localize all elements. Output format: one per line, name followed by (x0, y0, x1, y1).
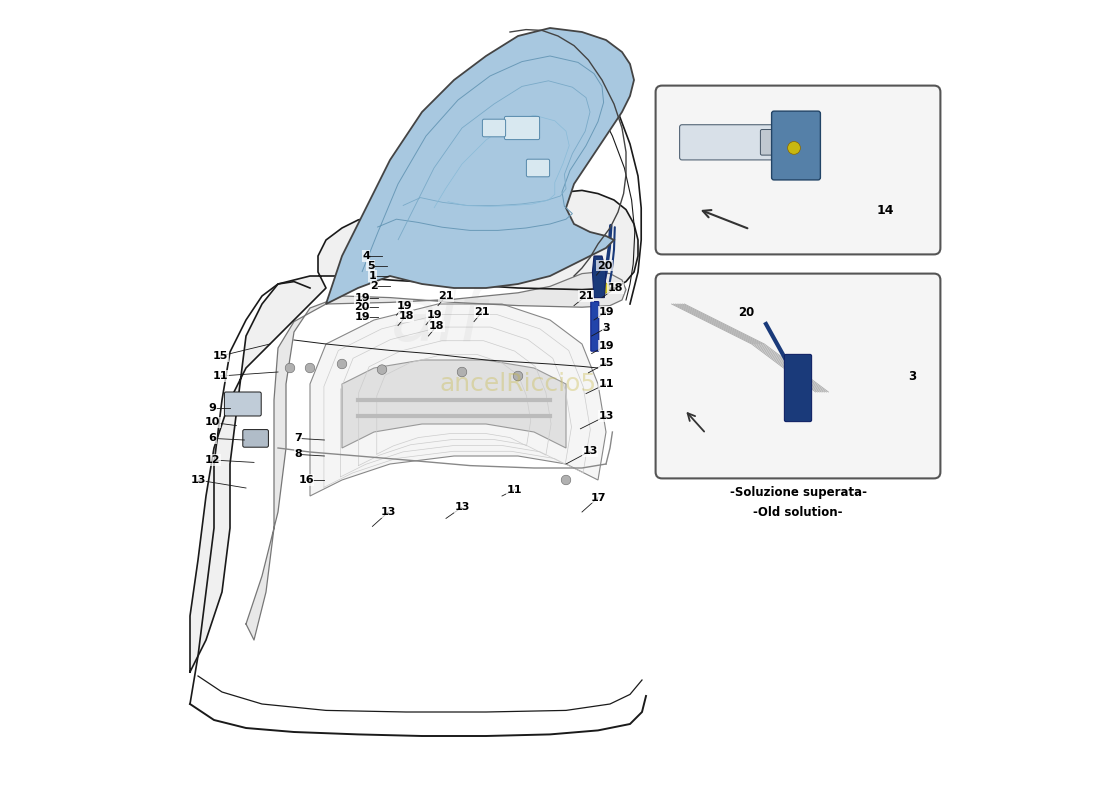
Text: 19: 19 (397, 301, 412, 310)
Text: 18: 18 (608, 283, 624, 293)
Text: 10: 10 (205, 418, 220, 427)
FancyBboxPatch shape (760, 130, 780, 155)
Text: -Old solution-: -Old solution- (754, 506, 843, 518)
Text: 5: 5 (367, 261, 375, 270)
Text: 4: 4 (362, 251, 370, 261)
Text: 19: 19 (354, 293, 370, 302)
Text: 13: 13 (381, 507, 396, 517)
Text: 3: 3 (909, 370, 916, 383)
Text: ancelRiccio5: ancelRiccio5 (439, 372, 596, 396)
Circle shape (514, 371, 522, 381)
Text: 19: 19 (598, 307, 614, 317)
Polygon shape (326, 28, 634, 304)
Text: 8: 8 (294, 450, 301, 459)
Circle shape (338, 359, 346, 369)
Text: 1: 1 (368, 271, 376, 281)
FancyBboxPatch shape (680, 125, 796, 160)
FancyBboxPatch shape (483, 119, 506, 137)
Text: 21: 21 (438, 291, 453, 301)
Text: 18: 18 (429, 322, 444, 331)
Text: 13: 13 (190, 475, 206, 485)
Text: 15: 15 (212, 351, 228, 361)
Circle shape (598, 282, 609, 294)
Text: 11: 11 (212, 371, 228, 381)
Circle shape (352, 268, 364, 279)
Polygon shape (246, 272, 626, 640)
Text: alf: alf (390, 283, 485, 357)
Circle shape (561, 475, 571, 485)
FancyBboxPatch shape (784, 354, 812, 422)
Text: 13: 13 (454, 502, 470, 512)
Text: 19: 19 (354, 312, 370, 322)
FancyBboxPatch shape (243, 430, 268, 447)
Text: 14: 14 (877, 204, 894, 217)
FancyBboxPatch shape (224, 392, 261, 416)
Circle shape (458, 367, 466, 377)
Text: 19: 19 (598, 341, 614, 350)
Circle shape (788, 142, 801, 154)
Polygon shape (593, 256, 606, 298)
Text: 15: 15 (598, 358, 614, 368)
Text: 12: 12 (205, 455, 220, 465)
Polygon shape (190, 190, 638, 672)
Text: 3: 3 (602, 323, 609, 333)
Text: 20: 20 (354, 302, 370, 312)
Text: 20: 20 (596, 261, 612, 270)
FancyBboxPatch shape (527, 159, 550, 177)
FancyBboxPatch shape (771, 111, 821, 180)
Text: 17: 17 (591, 493, 606, 502)
FancyBboxPatch shape (656, 86, 940, 254)
Polygon shape (345, 248, 360, 288)
Text: 13: 13 (598, 411, 614, 421)
Text: 18: 18 (398, 311, 414, 321)
Text: 7: 7 (294, 434, 301, 443)
Text: 2: 2 (370, 282, 378, 291)
Polygon shape (342, 360, 566, 448)
FancyBboxPatch shape (656, 274, 940, 478)
Circle shape (285, 363, 295, 373)
Text: 21: 21 (474, 307, 490, 317)
Text: 16: 16 (298, 475, 314, 485)
FancyBboxPatch shape (591, 302, 598, 351)
Text: -Soluzione superata-: -Soluzione superata- (729, 486, 867, 499)
Text: 19: 19 (426, 310, 442, 320)
Text: 11: 11 (507, 485, 522, 494)
Text: 13: 13 (582, 446, 597, 456)
Circle shape (377, 365, 387, 374)
Text: 9: 9 (209, 403, 217, 413)
Text: 11: 11 (598, 379, 614, 389)
FancyBboxPatch shape (505, 116, 540, 139)
Polygon shape (310, 304, 606, 496)
Text: 20: 20 (738, 306, 755, 319)
Circle shape (305, 363, 315, 373)
Text: 6: 6 (209, 434, 217, 443)
Text: 21: 21 (579, 291, 594, 301)
